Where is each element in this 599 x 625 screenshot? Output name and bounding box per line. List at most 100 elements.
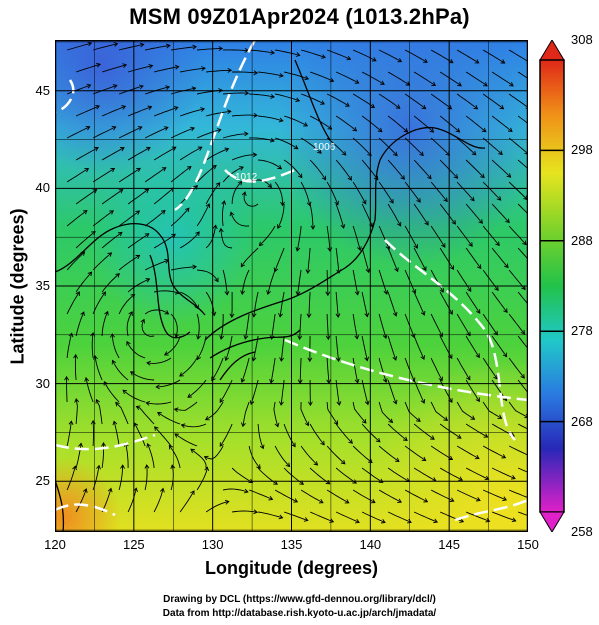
streamline: [413, 423, 435, 440]
streamline-arrowhead: [227, 109, 232, 115]
streamline-arrowhead: [243, 335, 249, 340]
streamline: [127, 147, 151, 161]
streamline: [439, 423, 462, 439]
streamline-arrowhead: [333, 420, 339, 425]
streamline: [85, 377, 94, 403]
streamline: [404, 93, 426, 110]
streamline-arrowhead: [278, 401, 284, 406]
streamline: [222, 269, 228, 295]
streamline-arrowhead: [135, 254, 141, 260]
streamline: [179, 490, 195, 513]
streamline: [309, 203, 314, 230]
streamline: [258, 115, 283, 122]
streamline: [456, 445, 480, 459]
streamline: [231, 467, 253, 483]
streamline: [113, 421, 120, 447]
colorbar-tick-label: 308: [571, 32, 593, 47]
colorbar-tick-label: 258: [571, 524, 593, 539]
streamline-arrowhead: [136, 167, 141, 173]
streamline: [508, 313, 525, 335]
streamline: [241, 269, 250, 295]
streamline: [75, 398, 78, 425]
streamline-arrowhead: [423, 58, 428, 63]
x-tick-label: 120: [44, 537, 66, 552]
streamline-arrowhead: [453, 174, 459, 179]
streamline-arrowhead: [87, 271, 93, 277]
streamline: [413, 511, 438, 523]
streamline: [378, 401, 393, 423]
streamline: [153, 146, 177, 161]
streamline-arrowhead: [192, 44, 197, 50]
streamline: [181, 423, 207, 428]
streamline: [75, 311, 85, 337]
streamline: [439, 247, 454, 270]
streamline: [482, 489, 507, 501]
streamline: [92, 84, 117, 95]
streamline-arrowhead: [421, 456, 427, 461]
streamline: [299, 357, 302, 384]
streamline: [335, 291, 339, 318]
x-tick-label: 140: [359, 537, 382, 552]
streamline: [335, 511, 360, 523]
streamline-arrowhead: [218, 46, 224, 51]
streamline: [153, 106, 178, 117]
streamline: [517, 115, 528, 125]
streamline: [66, 210, 88, 227]
streamline-arrowhead: [221, 200, 227, 205]
streamline-arrowhead: [197, 146, 203, 151]
streamline-arrowhead: [431, 81, 437, 86]
streamline: [491, 159, 511, 178]
streamline: [430, 401, 448, 421]
streamline-arrowhead: [305, 269, 311, 274]
streamline-arrowhead: [423, 498, 429, 503]
streamline: [101, 189, 123, 205]
streamline-arrowhead: [364, 400, 370, 406]
streamline-arrowhead: [326, 379, 332, 384]
streamline: [326, 357, 330, 384]
streamline-arrowhead: [382, 378, 388, 384]
streamline-arrowhead: [306, 313, 312, 319]
streamline-arrowhead: [365, 268, 371, 274]
streamline-arrowhead: [501, 454, 507, 459]
streamline-arrowhead: [481, 127, 487, 133]
colorbar-tick-label: 278: [571, 323, 593, 339]
y-tick-label: 35: [35, 278, 50, 293]
streamline: [439, 467, 463, 481]
streamline: [439, 203, 456, 225]
streamline: [267, 269, 276, 295]
streamline: [508, 181, 528, 200]
streamline: [387, 247, 399, 272]
streamline-arrowhead: [500, 59, 506, 64]
streamline: [430, 137, 450, 156]
streamline: [283, 115, 308, 127]
streamline-arrowhead: [251, 356, 257, 362]
streamline-arrowhead: [422, 266, 427, 272]
streamline: [352, 181, 367, 205]
streamline: [145, 44, 170, 51]
streamline-arrowhead: [496, 196, 502, 201]
streamline: [387, 203, 401, 227]
streamline-arrowhead: [78, 442, 84, 448]
streamline-arrowhead: [211, 376, 216, 382]
streamline: [180, 67, 206, 73]
streamline: [144, 259, 169, 271]
streamline-arrowhead: [163, 351, 169, 356]
streamline-arrowhead: [413, 244, 418, 249]
streamline: [300, 49, 326, 58]
streamline: [326, 181, 339, 205]
streamline-arrowhead: [128, 311, 133, 316]
streamline-arrowhead: [468, 242, 473, 247]
streamline-arrowhead: [459, 518, 465, 523]
streamline-arrowhead: [253, 70, 259, 76]
streamline: [378, 93, 401, 109]
streamline-arrowhead: [522, 240, 527, 246]
streamline: [179, 357, 198, 377]
streamline-arrowhead: [400, 175, 405, 180]
streamline: [75, 189, 97, 205]
streamline: [243, 191, 259, 207]
streamline: [232, 510, 258, 513]
streamline-arrowhead: [321, 175, 327, 181]
streamline: [75, 488, 87, 513]
streamline-arrowhead: [416, 417, 421, 422]
streamline-arrowhead: [393, 151, 398, 157]
